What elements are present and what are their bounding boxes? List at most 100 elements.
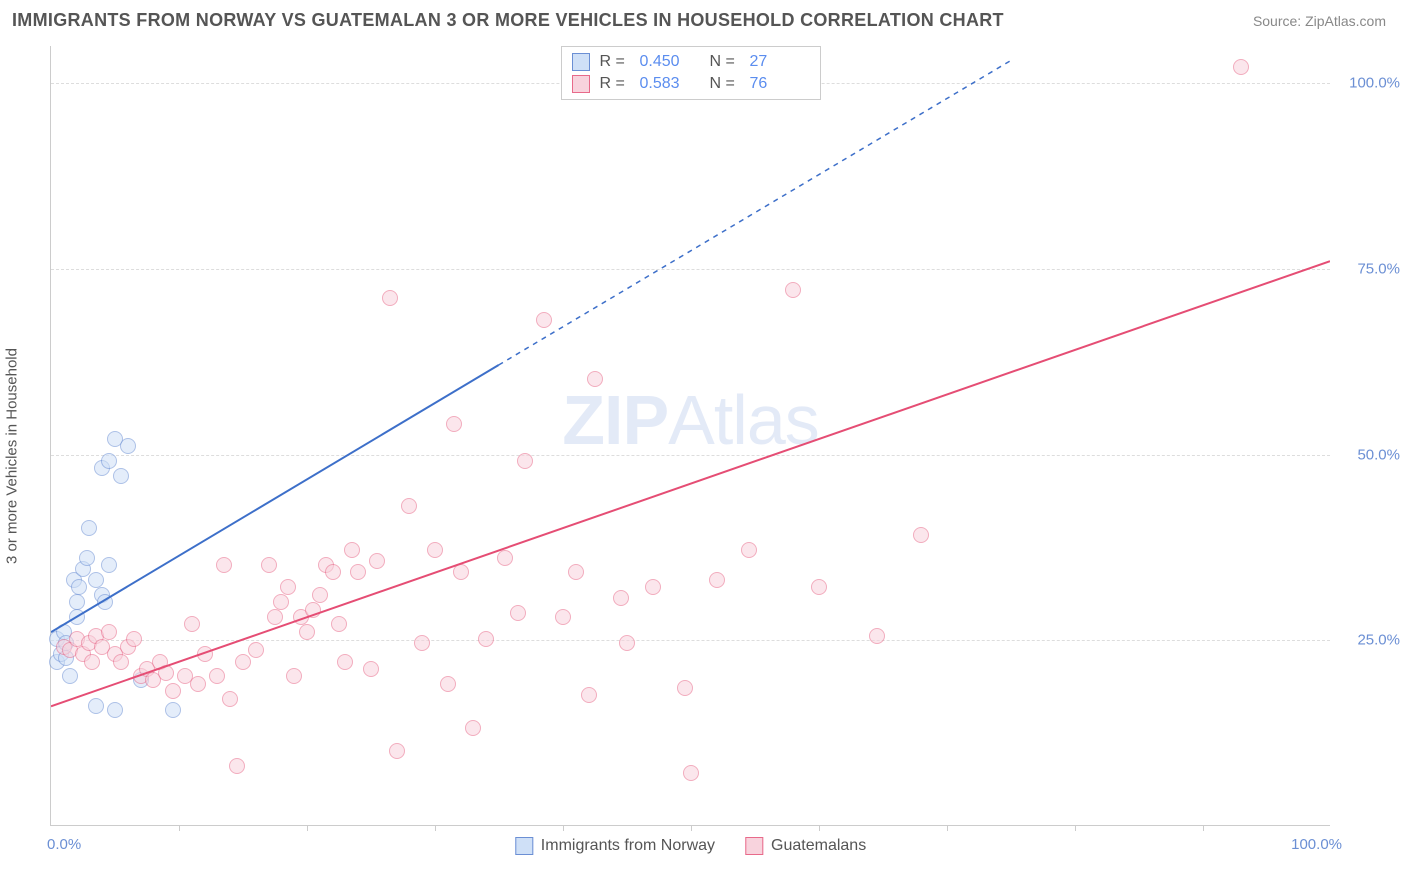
source-label: Source: ZipAtlas.com (1253, 13, 1386, 29)
x-tick (947, 825, 948, 831)
scatter-point-guatemalans (401, 498, 417, 514)
legend-series: Immigrants from Norway Guatemalans (515, 837, 866, 855)
scatter-point-guatemalans (677, 680, 693, 696)
n-value: 27 (750, 53, 810, 71)
scatter-point-guatemalans (286, 668, 302, 684)
scatter-point-guatemalans (555, 609, 571, 625)
y-tick-label: 50.0% (1340, 446, 1400, 463)
scatter-point-guatemalans (414, 635, 430, 651)
scatter-point-guatemalans (158, 665, 174, 681)
r-value: 0.583 (640, 75, 700, 93)
scatter-point-guatemalans (165, 683, 181, 699)
scatter-point-guatemalans (1233, 59, 1249, 75)
x-tick (819, 825, 820, 831)
watermark-a: ZIP (562, 381, 668, 459)
plot-area: ZIPAtlas R =0.450N =27R =0.583N =76 0.0%… (50, 46, 1330, 826)
r-value: 0.450 (640, 53, 700, 71)
scatter-point-guatemalans (613, 590, 629, 606)
scatter-point-guatemalans (581, 687, 597, 703)
scatter-point-guatemalans (197, 646, 213, 662)
gridline-h (51, 269, 1330, 270)
scatter-point-guatemalans (709, 572, 725, 588)
scatter-point-norway (81, 520, 97, 536)
gridline-h (51, 455, 1330, 456)
trendline-dash-norway (499, 61, 1011, 365)
scatter-point-guatemalans (209, 668, 225, 684)
legend-swatch (572, 75, 590, 93)
x-tick (691, 825, 692, 831)
r-label: R = (600, 75, 630, 93)
scatter-point-norway (120, 438, 136, 454)
scatter-point-guatemalans (325, 564, 341, 580)
scatter-point-guatemalans (248, 642, 264, 658)
trendline-norway (51, 365, 499, 632)
scatter-point-guatemalans (517, 453, 533, 469)
x-axis-min-label: 0.0% (47, 836, 81, 853)
trendlines-svg (51, 46, 1330, 825)
scatter-point-guatemalans (344, 542, 360, 558)
scatter-point-norway (88, 698, 104, 714)
watermark-b: Atlas (668, 381, 819, 459)
scatter-point-guatemalans (389, 743, 405, 759)
y-axis-label: 3 or more Vehicles in Household (4, 348, 21, 564)
scatter-point-guatemalans (299, 624, 315, 640)
y-tick-label: 75.0% (1340, 260, 1400, 277)
scatter-point-norway (165, 702, 181, 718)
scatter-point-guatemalans (510, 605, 526, 621)
scatter-point-guatemalans (785, 282, 801, 298)
chart-title: IMMIGRANTS FROM NORWAY VS GUATEMALAN 3 O… (12, 10, 1004, 31)
x-tick (563, 825, 564, 831)
legend-swatch (572, 53, 590, 71)
x-tick (435, 825, 436, 831)
scatter-point-guatemalans (645, 579, 661, 595)
scatter-point-norway (88, 572, 104, 588)
scatter-point-norway (62, 668, 78, 684)
scatter-point-guatemalans (811, 579, 827, 595)
scatter-point-guatemalans (261, 557, 277, 573)
scatter-point-norway (69, 609, 85, 625)
scatter-point-guatemalans (465, 720, 481, 736)
scatter-point-guatemalans (363, 661, 379, 677)
legend-series-label: Guatemalans (771, 837, 866, 855)
scatter-point-guatemalans (440, 676, 456, 692)
scatter-point-guatemalans (568, 564, 584, 580)
y-tick-label: 100.0% (1340, 75, 1400, 92)
scatter-point-norway (113, 468, 129, 484)
scatter-point-guatemalans (478, 631, 494, 647)
scatter-point-guatemalans (222, 691, 238, 707)
watermark: ZIPAtlas (562, 380, 819, 460)
scatter-point-guatemalans (190, 676, 206, 692)
scatter-point-guatemalans (683, 765, 699, 781)
scatter-point-guatemalans (587, 371, 603, 387)
legend-corr-row: R =0.450N =27 (572, 51, 810, 73)
legend-swatch (515, 837, 533, 855)
scatter-point-guatemalans (453, 564, 469, 580)
scatter-point-guatemalans (337, 654, 353, 670)
scatter-point-guatemalans (312, 587, 328, 603)
scatter-point-norway (69, 594, 85, 610)
legend-series-item: Guatemalans (745, 837, 866, 855)
legend-swatch (745, 837, 763, 855)
x-tick (1075, 825, 1076, 831)
legend-correlation: R =0.450N =27 R = 0.583 N = 76 (561, 46, 821, 100)
scatter-point-norway (107, 702, 123, 718)
scatter-point-guatemalans (536, 312, 552, 328)
scatter-point-guatemalans (84, 654, 100, 670)
scatter-point-norway (71, 579, 87, 595)
x-axis-max-label: 100.0% (1291, 836, 1342, 853)
scatter-point-guatemalans (126, 631, 142, 647)
scatter-point-guatemalans (369, 553, 385, 569)
scatter-point-guatemalans (280, 579, 296, 595)
x-tick (1203, 825, 1204, 831)
x-tick (179, 825, 180, 831)
scatter-point-guatemalans (331, 616, 347, 632)
legend-series-item: Immigrants from Norway (515, 837, 715, 855)
scatter-point-guatemalans (267, 609, 283, 625)
y-tick-label: 25.0% (1340, 632, 1400, 649)
n-value: 76 (750, 75, 810, 93)
scatter-point-guatemalans (184, 616, 200, 632)
scatter-point-guatemalans (446, 416, 462, 432)
scatter-point-norway (101, 453, 117, 469)
scatter-point-guatemalans (427, 542, 443, 558)
n-label: N = (710, 75, 740, 93)
